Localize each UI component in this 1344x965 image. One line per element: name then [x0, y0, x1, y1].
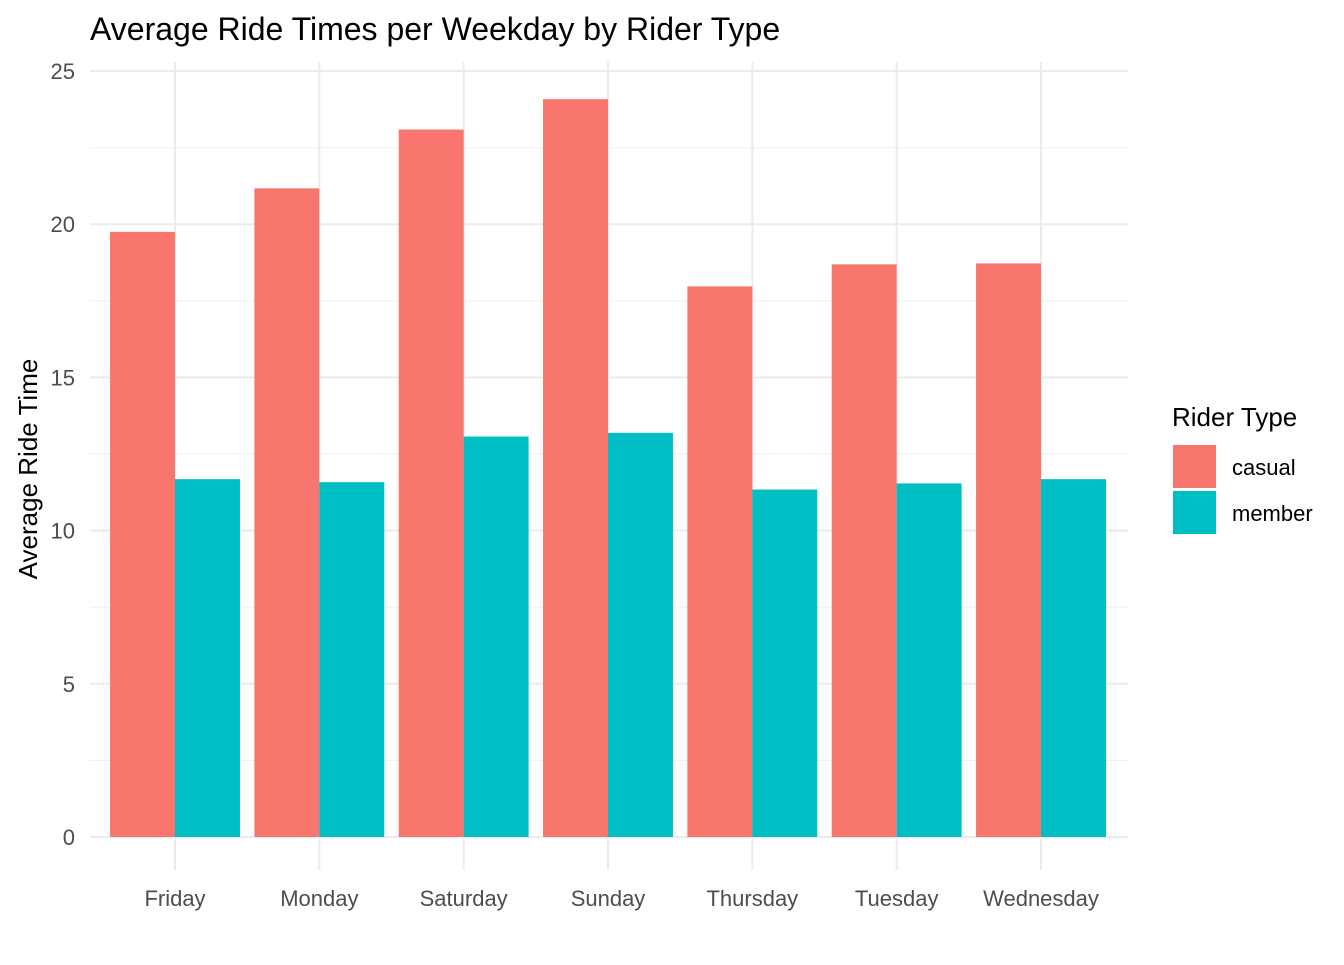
- legend: Rider Type casual member: [1172, 402, 1313, 534]
- legend-items: casual member: [1173, 445, 1313, 534]
- y-axis-ticks: 0 5 10 15 20 25: [51, 59, 75, 850]
- bar-member-monday: [319, 482, 385, 837]
- x-tick-label: Saturday: [420, 886, 508, 911]
- x-tick-label: Sunday: [571, 886, 646, 911]
- y-tick-label: 15: [51, 365, 75, 390]
- chart-title: Average Ride Times per Weekday by Rider …: [90, 11, 780, 47]
- y-axis-title: Average Ride Time: [13, 359, 43, 580]
- y-tick-label: 0: [63, 825, 75, 850]
- y-tick-label: 10: [51, 519, 75, 544]
- y-tick-label: 20: [51, 212, 75, 237]
- legend-key-member: [1173, 491, 1216, 534]
- bar-casual-wednesday: [976, 263, 1041, 837]
- bar-casual-thursday: [687, 286, 753, 838]
- bar-member-saturday: [463, 436, 529, 837]
- x-axis-ticks: Friday Monday Saturday Sunday Thursday Tuesda…: [144, 886, 1098, 911]
- x-tick-label: Tuesday: [855, 886, 939, 911]
- bar-member-friday: [175, 479, 240, 837]
- y-tick-label: 25: [51, 59, 75, 84]
- bar-casual-friday: [110, 231, 175, 838]
- bars: [110, 99, 1106, 838]
- legend-label-member: member: [1232, 501, 1313, 526]
- legend-key-casual: [1173, 445, 1216, 488]
- x-tick-label: Monday: [280, 886, 358, 911]
- x-tick-label: Friday: [144, 886, 205, 911]
- bar-member-wednesday: [1041, 479, 1106, 837]
- bar-casual-monday: [254, 188, 320, 837]
- bar-casual-saturday: [398, 129, 464, 837]
- x-tick-label: Wednesday: [983, 886, 1099, 911]
- bar-member-tuesday: [896, 483, 962, 837]
- bar-casual-tuesday: [831, 264, 897, 838]
- x-tick-label: Thursday: [706, 886, 798, 911]
- bar-casual-sunday: [543, 99, 608, 838]
- legend-label-casual: casual: [1232, 455, 1296, 480]
- legend-title: Rider Type: [1172, 402, 1297, 432]
- bar-member-thursday: [752, 489, 818, 837]
- bar-member-sunday: [608, 432, 673, 837]
- y-tick-label: 5: [63, 672, 75, 697]
